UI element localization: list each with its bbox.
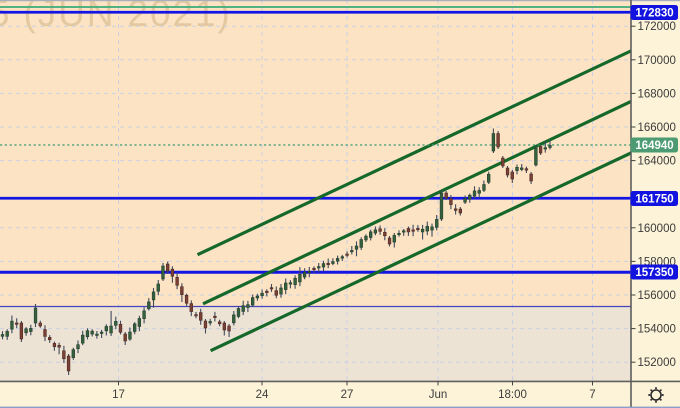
svg-text:166000: 166000 bbox=[638, 122, 676, 134]
svg-text:156000: 156000 bbox=[638, 290, 676, 302]
svg-text:157350: 157350 bbox=[635, 267, 673, 279]
svg-text:164000: 164000 bbox=[638, 156, 676, 168]
svg-text:160000: 160000 bbox=[638, 223, 676, 235]
svg-text:170000: 170000 bbox=[638, 55, 676, 67]
svg-text:27: 27 bbox=[341, 389, 354, 401]
svg-text:7: 7 bbox=[589, 389, 595, 401]
svg-text:172830: 172830 bbox=[635, 8, 673, 20]
svg-text:5 (JUN 2021): 5 (JUN 2021) bbox=[0, 0, 232, 34]
svg-text:18:00: 18:00 bbox=[498, 389, 527, 401]
svg-text:154000: 154000 bbox=[638, 324, 676, 336]
svg-text:164940: 164940 bbox=[635, 140, 673, 152]
svg-text:168000: 168000 bbox=[638, 88, 676, 100]
svg-text:17: 17 bbox=[112, 389, 125, 401]
svg-text:Jun: Jun bbox=[429, 389, 448, 401]
svg-text:172000: 172000 bbox=[638, 21, 676, 33]
svg-text:161750: 161750 bbox=[635, 194, 673, 206]
svg-text:24: 24 bbox=[256, 389, 269, 401]
svg-text:152000: 152000 bbox=[638, 357, 676, 369]
